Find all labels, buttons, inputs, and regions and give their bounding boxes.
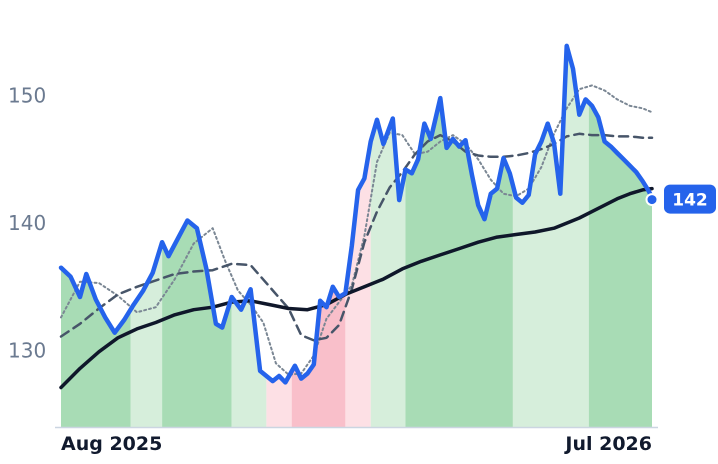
regime-band-8 (405, 98, 513, 427)
regime-band-3 (231, 289, 267, 427)
regime-band-6 (345, 141, 371, 427)
regime-bands (61, 45, 652, 428)
x-tick-label: Aug 2025 (61, 433, 162, 455)
series-line-price (58, 43, 655, 385)
regime-band-5 (291, 286, 346, 427)
regime-band-1 (130, 242, 163, 427)
x-tick-label: Jul 2026 (563, 433, 652, 455)
series-lines (58, 43, 655, 390)
series-line-ma-slow (59, 186, 654, 390)
last-value-marker: 142 (645, 184, 716, 214)
y-tick-label: 150 (8, 84, 46, 108)
regime-band-10 (588, 102, 652, 427)
regime-band-9 (512, 45, 589, 428)
regime-band-4 (266, 371, 292, 427)
x-axis-ticks: Aug 2025 Jul 2026 (61, 433, 652, 455)
last-value-dot (645, 193, 659, 207)
last-value-badge (664, 184, 716, 214)
y-tick-label: 140 (8, 211, 46, 235)
last-value-label: 142 (672, 191, 708, 211)
y-axis-ticks: 130 140 150 (8, 84, 46, 363)
regime-band-0 (61, 267, 131, 427)
y-tick-label: 130 (8, 339, 46, 363)
